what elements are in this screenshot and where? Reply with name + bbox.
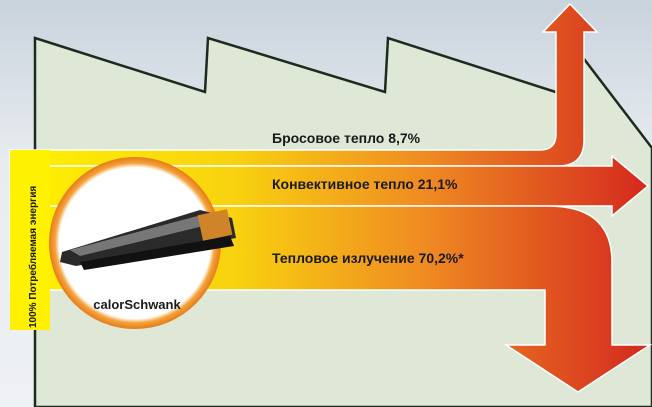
radiation-label: Тепловое излучение 70,2%*: [272, 250, 464, 266]
diagram: Бросовое тепло 8,7% Конвективное тепло 2…: [0, 0, 652, 407]
convection-label: Конвективное тепло 21,1%: [272, 176, 458, 192]
source-label: 100% Потребляемая энергия: [27, 186, 39, 328]
product-label: calorSchwank: [93, 297, 181, 312]
waste-heat-label: Бросовое тепло 8,7%: [272, 130, 421, 146]
